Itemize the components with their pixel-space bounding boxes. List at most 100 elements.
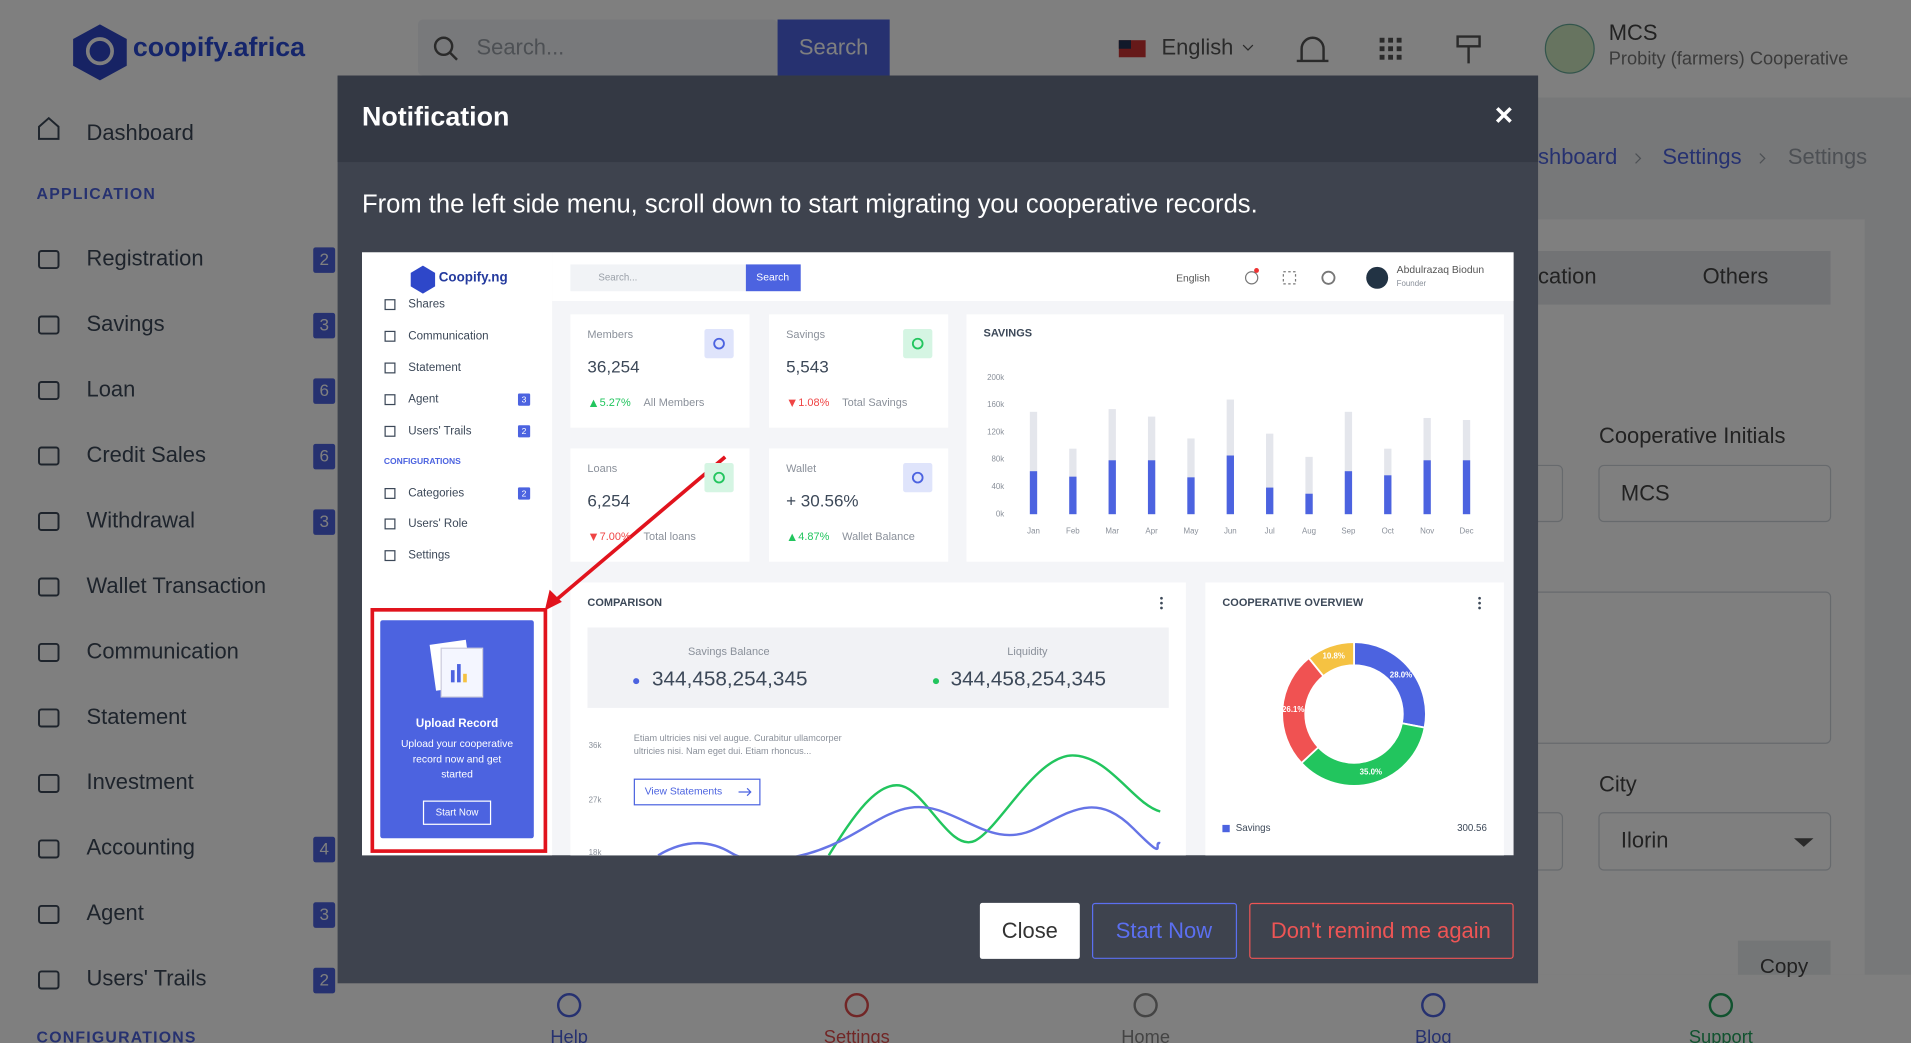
legend-name: Savings	[1236, 823, 1271, 834]
card-title: COOPERATIVE OVERVIEW	[1222, 597, 1363, 609]
bar	[1069, 476, 1077, 515]
preview-bell-dot	[1254, 268, 1259, 273]
x-tick-label: May	[1183, 526, 1198, 535]
pv-badge-count: 2	[522, 488, 527, 498]
pv-icon	[384, 299, 396, 311]
bar	[1462, 460, 1471, 515]
close-button[interactable]	[979, 902, 1080, 959]
stat-caption: Total Savings	[842, 397, 908, 409]
button-label: View Statements	[645, 787, 722, 798]
stat-label: Savings	[786, 329, 825, 341]
stat-icon-glyph	[911, 337, 924, 350]
y-tick-label: 200k	[987, 373, 1004, 382]
bar	[1266, 433, 1274, 515]
trend-arrow	[589, 533, 598, 541]
y-tick-label: 80k	[991, 455, 1004, 464]
pv-menu-item: Users' Role	[408, 518, 467, 530]
pv-icon	[384, 518, 396, 530]
stat-change: 4.87%	[798, 531, 829, 543]
dont-remind-button[interactable]	[1249, 902, 1514, 959]
pv-role: Founder	[1397, 279, 1427, 288]
overview-card	[1205, 582, 1504, 856]
comparison-summary	[587, 627, 1169, 708]
menu-dots	[1478, 606, 1481, 610]
x-tick-label: Nov	[1420, 526, 1434, 535]
stat-icon-glyph	[911, 471, 924, 484]
comparison-text: Etiam ultricies nisi vel augue. Curabitu…	[634, 733, 842, 743]
bar	[1423, 460, 1431, 515]
preview-avatar	[1366, 266, 1389, 289]
upload-card	[380, 620, 534, 839]
stat-icon-glyph	[713, 471, 725, 484]
stat-icon	[903, 463, 933, 493]
y-tick-label: 27k	[589, 796, 602, 805]
pv-icon	[384, 394, 396, 406]
bar	[1384, 475, 1392, 515]
pv-menu-item: Statement	[408, 362, 461, 374]
pv-icon	[384, 487, 396, 499]
dot	[932, 678, 940, 685]
pv-icon	[384, 362, 396, 374]
stat-icon	[704, 463, 734, 493]
y-tick-label: 18k	[589, 848, 602, 857]
preview-search-button	[745, 264, 801, 292]
pv-icon	[384, 330, 396, 342]
preview-apps	[1282, 271, 1297, 285]
donut-label: 26.1%	[1282, 705, 1304, 714]
button-label: Start Now	[1116, 918, 1212, 943]
dot	[633, 678, 640, 685]
pv-icon	[384, 550, 396, 562]
pv-badge-count: 3	[522, 395, 527, 405]
stat-value: + 30.56%	[786, 492, 859, 511]
pv-search: Search...	[598, 272, 637, 283]
pv-menu-item: Categories	[408, 488, 464, 500]
x-tick-label: Oct	[1382, 526, 1395, 535]
pv-menu-item: Settings	[408, 550, 450, 562]
preview-gear	[1321, 270, 1336, 285]
menu-dots	[1160, 601, 1163, 605]
pv-badge	[517, 425, 531, 438]
chart-title: SAVINGS	[984, 328, 1033, 340]
legend-swatch	[1222, 824, 1230, 833]
summary-label: Liquidity	[1007, 646, 1048, 658]
comparison-text: ultricies nisi. Nam eget dui. Etiam rhon…	[634, 746, 812, 756]
modal-title: Notification	[362, 101, 509, 131]
bar	[1344, 471, 1353, 515]
modal-texts: Notification × From the left side menu, sc…	[362, 96, 1513, 943]
savings-card	[966, 314, 1504, 562]
stat-caption: Total loans	[644, 531, 697, 543]
trend-arrow	[589, 399, 598, 407]
stat-change: 7.00%	[600, 531, 631, 543]
menu-dots	[1160, 596, 1163, 600]
preview-bell	[1244, 271, 1259, 285]
pointer-arrow	[549, 455, 727, 606]
x-tick-label: Jul	[1265, 526, 1275, 535]
x-tick-label: Sep	[1341, 526, 1356, 535]
upload-illustration	[450, 664, 467, 683]
pv-badge	[517, 487, 531, 500]
pv-menu-item: Communication	[408, 330, 488, 342]
y-tick-label: 36k	[589, 741, 602, 750]
donut-label: 35.0%	[1360, 768, 1382, 777]
modal-message: From the left side menu, scroll down to …	[362, 191, 1258, 219]
x-tick-label: Jun	[1224, 526, 1237, 535]
x-tick-label: Aug	[1302, 526, 1316, 535]
menu-dots	[1160, 606, 1163, 610]
card-title: COMPARISON	[587, 597, 662, 609]
y-tick-label: 160k	[987, 400, 1004, 409]
stat-icon	[704, 328, 734, 359]
modal-close[interactable]: ×	[1495, 96, 1514, 132]
bar	[1029, 471, 1038, 515]
stat-value: 5,543	[786, 357, 829, 376]
start-now-button[interactable]	[1092, 902, 1238, 959]
pv-menu-item: Agent	[408, 394, 439, 406]
bar	[1305, 493, 1313, 515]
y-tick-label: 120k	[987, 427, 1004, 436]
preview-content: Coopify.ng Search... Search English Abdulraz…	[384, 265, 1487, 857]
bar	[1266, 487, 1274, 515]
pv-badge	[517, 393, 531, 406]
modal-header	[337, 75, 1539, 163]
summary-value: 344,458,254,345	[652, 667, 807, 690]
comparison-curve	[657, 805, 1161, 856]
bar	[1305, 456, 1313, 515]
